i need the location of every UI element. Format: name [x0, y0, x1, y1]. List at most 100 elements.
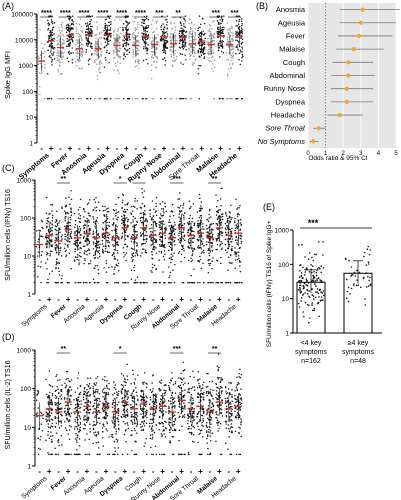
- data-point: [192, 236, 194, 239]
- data-point: [131, 233, 134, 236]
- data-point: [126, 398, 129, 401]
- data-point: [127, 390, 129, 392]
- minus-label: -: [191, 144, 194, 153]
- data-point: [181, 32, 183, 34]
- data-point: [208, 262, 210, 265]
- data-point: [84, 428, 86, 430]
- data-point: [102, 445, 104, 447]
- data-point: [108, 241, 111, 244]
- minus-label: -: [76, 295, 79, 304]
- data-point: [128, 51, 131, 54]
- data-point: [96, 21, 98, 23]
- data-point: [132, 205, 135, 208]
- data-point: [105, 44, 108, 47]
- data-point: [123, 223, 125, 226]
- data-point: [184, 389, 186, 391]
- data-point: [226, 251, 228, 254]
- data-point: [46, 258, 49, 260]
- data-point: [162, 58, 164, 61]
- data-point: [103, 407, 106, 410]
- data-point: [171, 436, 174, 438]
- data-point: [145, 251, 148, 254]
- data-point: [175, 97, 178, 100]
- data-point: [130, 383, 132, 385]
- data-point: [51, 435, 54, 437]
- data-point: [60, 255, 63, 257]
- data-point: [45, 232, 48, 235]
- data-point: [45, 196, 48, 199]
- data-point: [52, 22, 54, 25]
- data-point: [78, 414, 80, 417]
- data-point: [104, 387, 106, 389]
- data-point: [193, 24, 195, 26]
- data-point: [126, 422, 128, 424]
- data-point: [241, 46, 243, 48]
- data-point: [131, 423, 134, 425]
- data-point: [66, 281, 69, 284]
- data-point: [151, 239, 154, 241]
- data-point: [76, 434, 79, 437]
- plus-label: +: [122, 295, 127, 304]
- data-point: [94, 61, 96, 63]
- data-point: [98, 45, 101, 48]
- data-point: [65, 45, 68, 47]
- data-point: [69, 216, 72, 219]
- data-point: [112, 417, 114, 419]
- data-point: [141, 416, 144, 418]
- data-point: [75, 416, 78, 419]
- data-point: [151, 56, 153, 59]
- data-point: [115, 209, 117, 211]
- data-point: [191, 32, 194, 34]
- data-point: [227, 38, 229, 41]
- data-point: [117, 427, 120, 430]
- data-point: [94, 383, 96, 386]
- data-point: [183, 34, 186, 37]
- data-point: [47, 29, 49, 31]
- data-point: [228, 63, 231, 65]
- data-point: [68, 408, 70, 410]
- data-point: [145, 46, 148, 49]
- data-point: [74, 234, 76, 237]
- data-point: [208, 254, 211, 257]
- data-point: [134, 378, 137, 380]
- data-point: [39, 62, 42, 65]
- data-point: [125, 281, 127, 284]
- data-point: [178, 207, 181, 209]
- data-point: [123, 40, 125, 42]
- data-point: [180, 378, 183, 380]
- data-point: [55, 375, 57, 378]
- data-point: [84, 258, 86, 260]
- data-point: [182, 369, 185, 372]
- data-point: [187, 229, 190, 231]
- data-point: [117, 453, 119, 456]
- data-point: [168, 418, 170, 420]
- data-point: [218, 15, 221, 17]
- data-point: [152, 388, 154, 390]
- data-point: [87, 262, 90, 265]
- data-point: [75, 439, 78, 441]
- data-point: [155, 49, 157, 51]
- data-point: [154, 445, 157, 448]
- data-point: [61, 25, 63, 27]
- data-point: [50, 431, 52, 433]
- data-point: [69, 17, 71, 20]
- data-point: [229, 238, 231, 241]
- data-point: [210, 281, 212, 284]
- data-point: [60, 97, 63, 100]
- data-point: [71, 58, 74, 61]
- data-point: [134, 61, 137, 64]
- data-point: [144, 405, 147, 407]
- data-point: [97, 441, 100, 444]
- data-point: [104, 391, 106, 394]
- data-point: [86, 24, 89, 26]
- data-point: [178, 223, 181, 225]
- data-point: [169, 46, 172, 49]
- data-point: [56, 229, 58, 232]
- data-point: [145, 26, 148, 29]
- data-point: [48, 220, 50, 223]
- data-point: [98, 453, 100, 456]
- data-point: [51, 270, 53, 273]
- plus-label: +: [198, 295, 203, 304]
- data-point: [155, 66, 157, 69]
- data-point: [47, 49, 49, 51]
